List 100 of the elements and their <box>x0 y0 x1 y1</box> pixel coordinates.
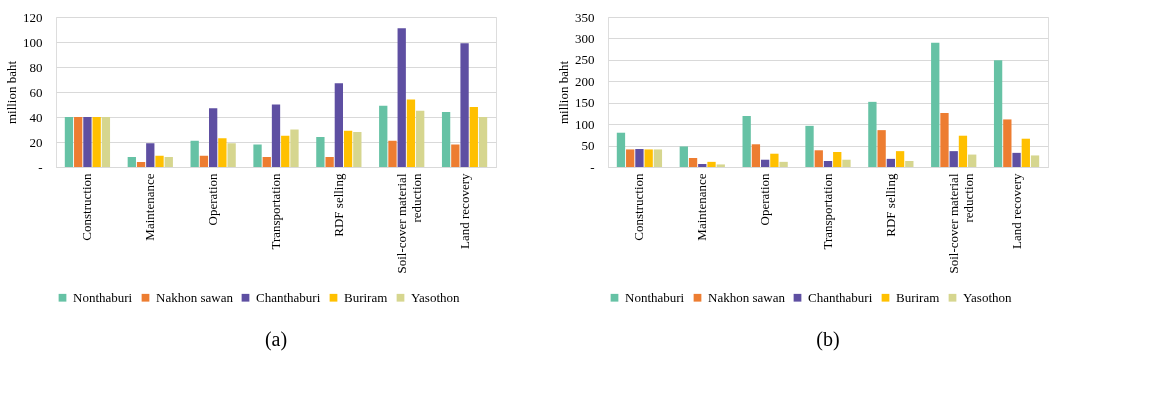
legend-label: Yasothon <box>963 289 1013 305</box>
bar <box>751 144 761 167</box>
bar <box>616 132 626 167</box>
y-tick-label: 120 <box>23 9 43 25</box>
bar <box>958 135 968 167</box>
x-tick-label: Operation <box>205 173 221 226</box>
y-tick-label: 200 <box>575 73 595 89</box>
bar <box>416 110 425 167</box>
x-tick-label: Soil-cover material reduction <box>393 173 424 274</box>
x-tick-label: Construction <box>79 173 95 241</box>
bar <box>253 144 262 167</box>
bar <box>931 42 940 167</box>
x-tick-label: RDF selling <box>330 173 346 237</box>
y-tick-label: - <box>38 159 43 175</box>
legend-label: Buriram <box>896 289 940 305</box>
bar <box>993 60 1003 167</box>
bar <box>949 151 958 167</box>
bar <box>940 113 949 167</box>
bar <box>441 112 451 167</box>
bar <box>460 43 469 167</box>
bar <box>127 157 136 167</box>
bar <box>227 143 236 167</box>
text: (b) <box>816 328 840 351</box>
y-axis-title: million baht <box>556 60 571 125</box>
bar <box>1030 155 1040 167</box>
bar <box>469 107 478 167</box>
bar <box>814 150 823 167</box>
legend-label: Nakhon sawan <box>156 289 234 305</box>
x-tick-label: Maintenance <box>142 173 158 241</box>
x-tick-label: Transportation <box>268 173 283 250</box>
x-tick-label: Operation <box>757 173 773 226</box>
bar <box>688 158 698 167</box>
y-axis-title: million baht <box>4 60 19 125</box>
bar <box>886 158 896 167</box>
y-tick-label: 100 <box>575 116 595 132</box>
bar <box>290 129 299 167</box>
bar <box>823 161 833 167</box>
bar <box>92 117 101 167</box>
bar <box>644 149 653 167</box>
bar <box>83 117 92 167</box>
bar <box>842 159 851 167</box>
bar <box>208 108 218 167</box>
bar <box>406 99 416 167</box>
bar <box>760 159 770 167</box>
x-tick-label: Transportation <box>820 173 835 250</box>
legend-label: Yasothon <box>411 289 461 305</box>
x-tick-label: Land recovery <box>456 173 472 249</box>
x-tick-label: Soil-cover material reduction <box>945 173 976 274</box>
bar <box>968 154 977 167</box>
bar <box>101 117 111 167</box>
bar <box>397 28 406 167</box>
bar <box>1012 152 1021 167</box>
bar <box>478 117 488 167</box>
bar <box>805 125 814 167</box>
bar <box>353 132 362 167</box>
bar <box>1021 138 1030 167</box>
y-tick-label: 20 <box>29 134 43 150</box>
bar <box>626 149 635 167</box>
y-tick-label: 350 <box>575 9 595 25</box>
bar <box>262 157 271 167</box>
y-tick-label: 150 <box>575 95 595 111</box>
bar <box>334 83 344 167</box>
bar <box>833 152 842 167</box>
bar <box>199 155 209 167</box>
y-tick-label: - <box>590 159 595 175</box>
bar <box>218 138 227 167</box>
bar <box>868 101 877 167</box>
bar <box>164 157 173 167</box>
bar <box>653 149 663 167</box>
bar <box>136 162 146 167</box>
y-tick-label: 40 <box>29 109 43 125</box>
legend-label: Nonthaburi <box>625 289 685 305</box>
y-tick-label: 50 <box>581 138 595 154</box>
bar <box>155 155 164 167</box>
legend-label: Buriram <box>344 289 388 305</box>
bar <box>707 161 716 167</box>
text: (a) <box>264 328 288 351</box>
bar <box>74 117 83 167</box>
bar <box>698 164 707 167</box>
y-tick-label: 100 <box>23 34 43 50</box>
bar <box>779 161 788 167</box>
bar <box>895 151 905 167</box>
bar <box>343 130 353 167</box>
y-tick-label: 300 <box>575 30 595 46</box>
bar <box>190 140 199 167</box>
bar <box>325 157 334 167</box>
bar <box>877 130 886 167</box>
y-tick-label: 80 <box>29 59 43 75</box>
bar <box>770 153 779 167</box>
x-tick-label: RDF selling <box>882 173 898 237</box>
legend-label: Chanthaburi <box>256 289 321 305</box>
bar <box>271 104 281 167</box>
x-tick-label: Maintenance <box>694 173 710 241</box>
bar <box>635 149 644 167</box>
bar <box>1003 119 1012 167</box>
bar <box>64 117 74 167</box>
bar <box>905 161 914 167</box>
bar <box>451 144 460 167</box>
x-tick-label: Land recovery <box>1008 173 1024 249</box>
bar <box>716 164 725 167</box>
